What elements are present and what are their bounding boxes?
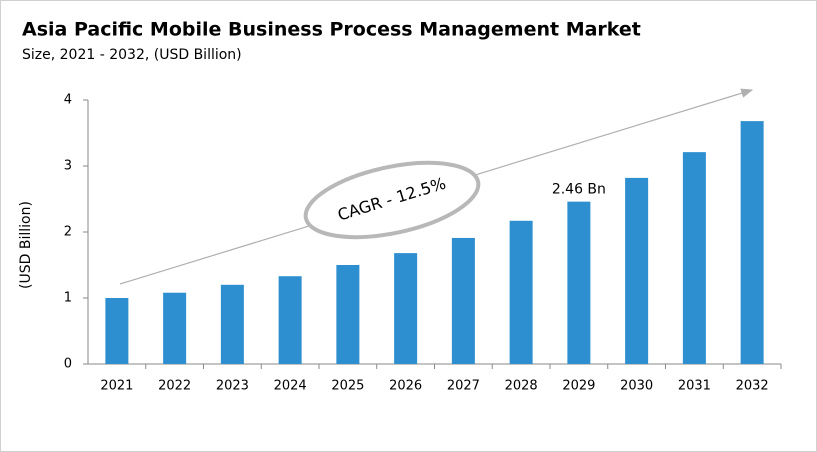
x-tick-label: 2027 [447, 379, 480, 394]
x-tick-label: 2030 [620, 379, 653, 394]
chart-title: Asia Pacific Mobile Business Process Man… [22, 19, 641, 41]
x-tick-label: 2025 [331, 379, 364, 394]
y-tick-label: 3 [64, 159, 72, 174]
y-tick-label: 2 [64, 225, 72, 240]
x-tick-label: 2031 [678, 379, 711, 394]
bar [682, 152, 706, 364]
x-tick-label: 2029 [562, 379, 595, 394]
cagr-ellipse [303, 160, 481, 240]
bar [509, 220, 533, 364]
y-tick-label: 4 [64, 93, 72, 108]
x-tick-label: 2028 [505, 379, 538, 394]
x-tick-label: 2021 [100, 379, 133, 394]
x-tick-label: 2023 [216, 379, 249, 394]
bar [625, 177, 649, 364]
y-axis-label: (USD Billion) [18, 201, 34, 289]
bar [220, 284, 244, 364]
x-tick-label: 2024 [274, 379, 307, 394]
x-tick-label: 2032 [736, 379, 769, 394]
bar [336, 265, 360, 364]
bar [278, 276, 302, 364]
x-tick-label: 2026 [389, 379, 422, 394]
bar [163, 292, 187, 364]
bar [394, 253, 418, 364]
chart-subtitle: Size, 2021 - 2032, (USD Billion) [22, 47, 242, 63]
bar [567, 201, 591, 364]
y-tick-label: 0 [64, 357, 72, 372]
x-tick-label: 2022 [158, 379, 191, 394]
bar [105, 298, 129, 364]
bar [740, 121, 764, 365]
data-label: 2.46 Bn [552, 182, 606, 198]
bar [451, 237, 475, 364]
y-tick-label: 1 [64, 291, 72, 306]
